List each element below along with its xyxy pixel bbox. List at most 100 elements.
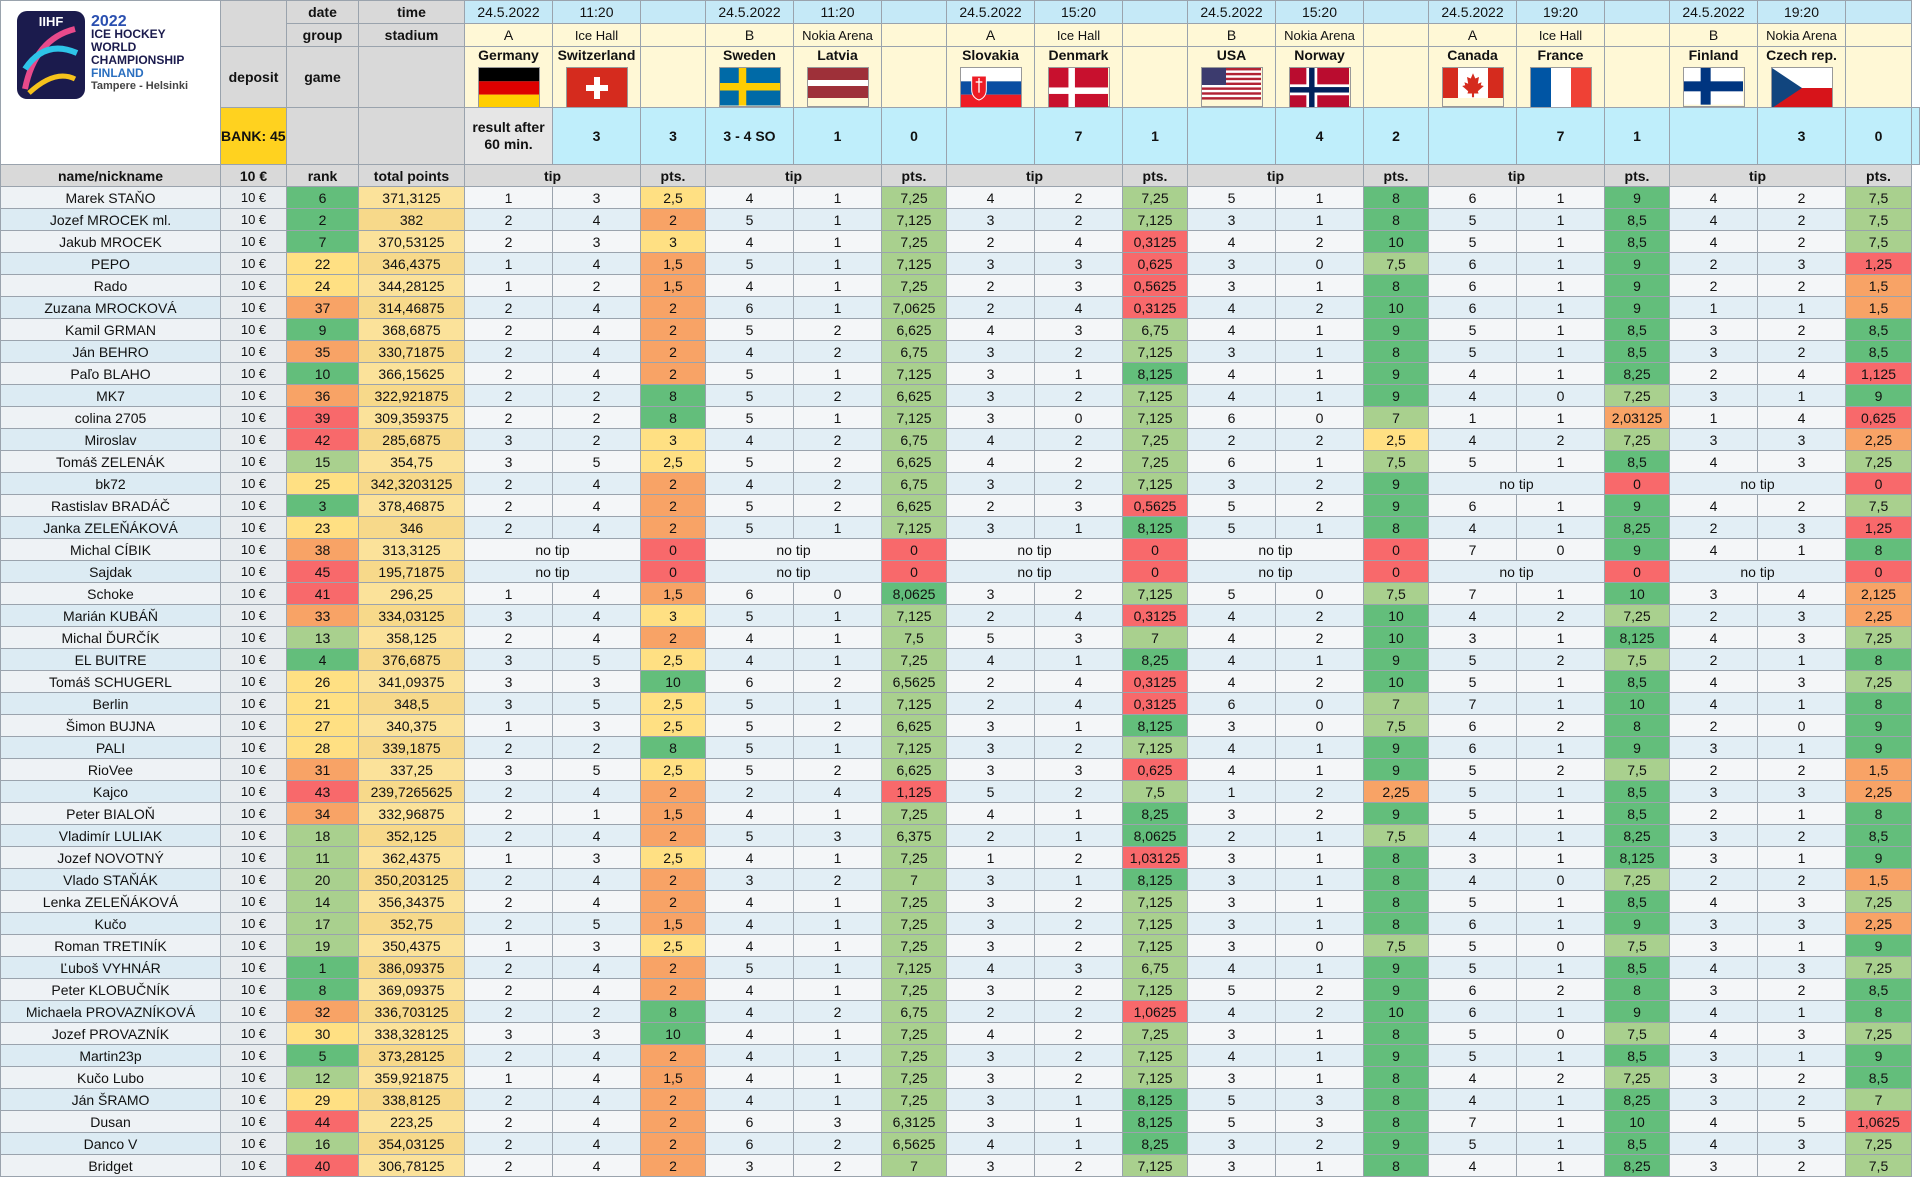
home-team: Canada: [1447, 47, 1498, 64]
tip-points: 2: [640, 1044, 706, 1067]
tip-points: 10: [1363, 604, 1429, 627]
tip-home: 1: [464, 714, 553, 737]
tip-home: 2: [464, 318, 553, 341]
tip-away: 1: [1757, 296, 1846, 319]
table-row: Šimon BUJNA 10 €27 340,375 1 3 2,5 5 2 6,625 3 1 8,…: [0, 714, 1920, 737]
tip-points: 7,25: [1845, 670, 1912, 693]
table-row: Lenka ZELEŇÁKOVÁ 10 €14 356,34375 2 4 2 4 1 7,25…: [0, 890, 1920, 913]
tip-points: 6,5625: [881, 1132, 947, 1155]
tip-away: 1: [1275, 956, 1364, 979]
player-deposit: 10 €: [220, 1154, 287, 1177]
tip-away: 3: [1034, 252, 1123, 275]
player-deposit: 10 €: [220, 956, 287, 979]
tip-away: 4: [552, 318, 641, 341]
tip-home: 4: [1669, 494, 1758, 517]
tip-away: 4: [1034, 604, 1123, 627]
tip-away: 1: [1516, 1000, 1605, 1023]
tip-points: 2: [640, 318, 706, 341]
tip-home: 2: [464, 626, 553, 649]
player-deposit: 10 €: [220, 318, 287, 341]
tip-away: 2: [793, 472, 882, 495]
player-rank: 24: [286, 274, 359, 297]
player-name: Berlin: [0, 692, 221, 715]
tip-home: 4: [1187, 956, 1276, 979]
tip-away: 2: [793, 340, 882, 363]
tip-points: 6,75: [881, 472, 947, 495]
tip-away: 1: [1275, 1066, 1364, 1089]
tip-home: 3: [464, 450, 553, 473]
tip-home: 5: [705, 736, 794, 759]
tip-points: 9: [1604, 494, 1670, 517]
tip-points: 1,5: [640, 252, 706, 275]
tip-away: 3: [552, 670, 641, 693]
no-tip: no tip: [464, 538, 641, 561]
tip-points: 7,25: [1604, 604, 1670, 627]
player-rank: 37: [286, 296, 359, 319]
tip-home: 3: [1187, 208, 1276, 231]
tip-away: 4: [552, 956, 641, 979]
tip-away: 2: [1275, 428, 1364, 451]
tip-points: 0: [881, 538, 947, 561]
tip-home: 2: [946, 1000, 1035, 1023]
tip-points: 2,5: [640, 846, 706, 869]
tip-home: 3: [1669, 846, 1758, 869]
tip-points: 0: [881, 560, 947, 583]
tip-points: 7,5: [1363, 714, 1429, 737]
tip-away: 2: [1034, 846, 1123, 869]
tip-home: 3: [1669, 1154, 1758, 1177]
tip-points: 8,5: [1604, 230, 1670, 253]
tip-points: 7,25: [1122, 428, 1188, 451]
tip-home: 1: [1669, 406, 1758, 429]
tip-points: 6,625: [881, 384, 947, 407]
player-deposit: 10 €: [220, 758, 287, 781]
tip-home: 4: [705, 978, 794, 1001]
tip-home: 5: [705, 252, 794, 275]
shootout-note: 3 - 4 SO: [705, 107, 794, 165]
tip-points: 9: [1363, 978, 1429, 1001]
rank-header: rank: [286, 164, 359, 187]
tip-points: 8,125: [1122, 362, 1188, 385]
tip-points: 7,5: [881, 626, 947, 649]
player-deposit: 10 €: [220, 824, 287, 847]
tip-away: 2: [1757, 758, 1846, 781]
tip-home: 2: [946, 274, 1035, 297]
tip-home: 2: [464, 384, 553, 407]
tip-away: 2: [1034, 736, 1123, 759]
player-name: Zuzana MROCKOVÁ: [0, 296, 221, 319]
tip-points: 6,625: [881, 450, 947, 473]
tip-home: 4: [705, 648, 794, 671]
tip-points: 8: [1845, 692, 1912, 715]
tip-away: 1: [1275, 758, 1364, 781]
tip-points: 7,25: [1122, 1022, 1188, 1045]
player-name: Lenka ZELEŇÁKOVÁ: [0, 890, 221, 913]
tip-home: 4: [705, 846, 794, 869]
tip-points: 8,5: [1604, 318, 1670, 341]
player-rank: 4: [286, 648, 359, 671]
pts-header: pts.: [881, 164, 947, 187]
tip-points: 7,25: [881, 890, 947, 913]
tip-away: 1: [1516, 406, 1605, 429]
tip-away: 1: [1757, 736, 1846, 759]
flag-icon: [806, 67, 869, 107]
player-rank: 8: [286, 978, 359, 1001]
tip-away: 3: [1757, 956, 1846, 979]
tip-points: 7,125: [1122, 912, 1188, 935]
tip-home: 3: [946, 736, 1035, 759]
tip-away: 1: [1516, 846, 1605, 869]
tip-points: 0,3125: [1122, 296, 1188, 319]
tip-away: 2: [1757, 340, 1846, 363]
player-rank: 26: [286, 670, 359, 693]
tip-away: 1: [1275, 186, 1364, 209]
tip-home: 3: [1669, 934, 1758, 957]
tip-home: 2: [464, 736, 553, 759]
tip-points: 7,25: [881, 1088, 947, 1111]
tip-home: 3: [1428, 626, 1517, 649]
player-total-points: 342,3203125: [358, 472, 465, 495]
tip-points: 8: [640, 1000, 706, 1023]
tip-points: 3: [640, 428, 706, 451]
tip-home: 3: [946, 758, 1035, 781]
tip-points: 9: [1604, 296, 1670, 319]
tip-away: 2: [1757, 318, 1846, 341]
tip-away: 2: [552, 736, 641, 759]
player-name: Marián KUBÁŇ: [0, 604, 221, 627]
